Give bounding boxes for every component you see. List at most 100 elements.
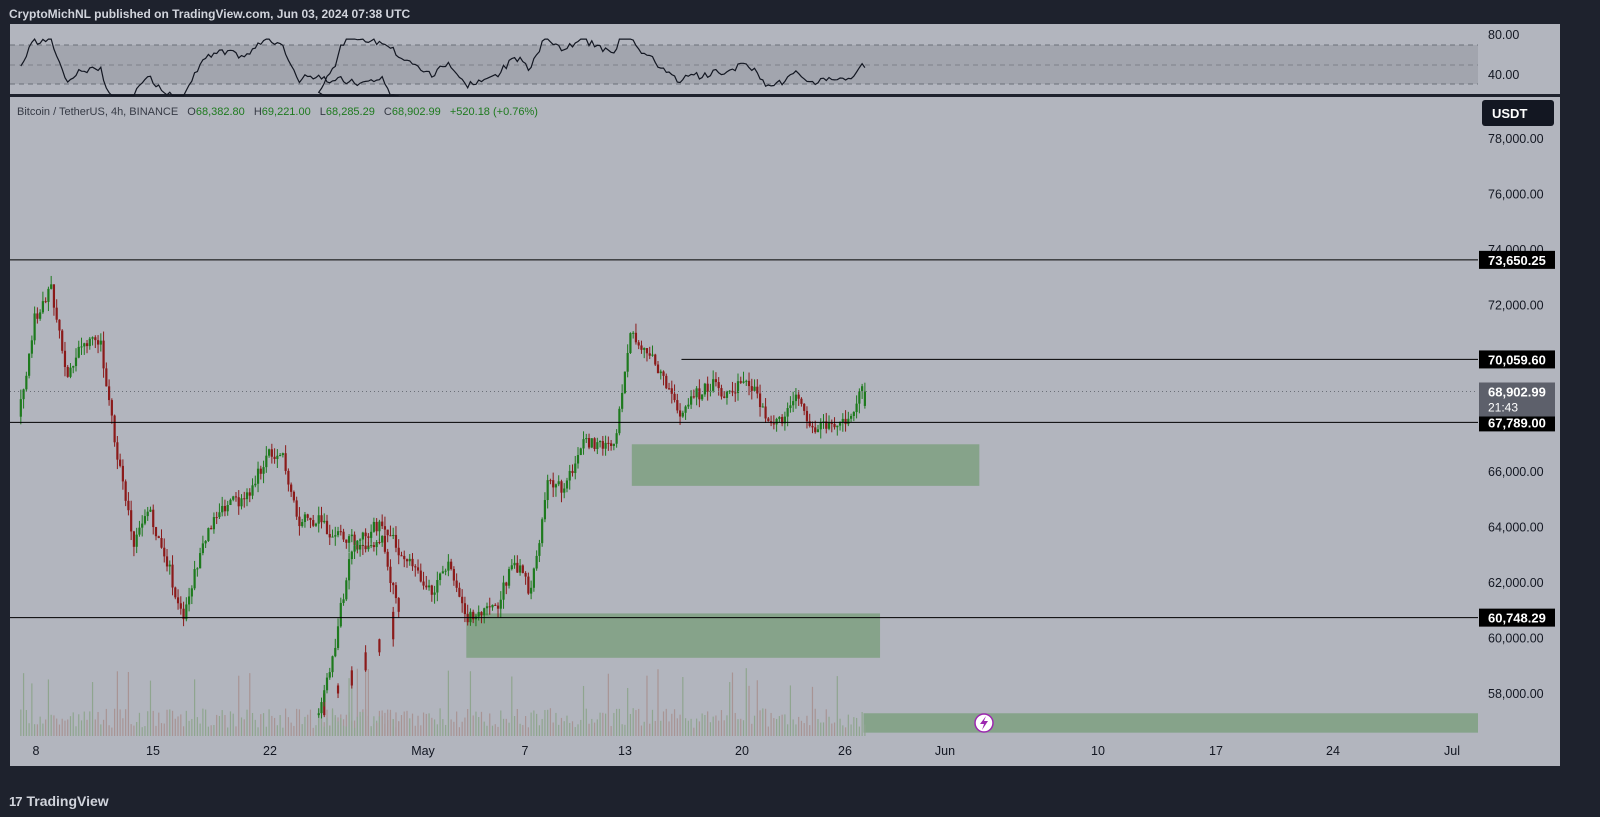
candle-body <box>85 343 89 347</box>
candle-body <box>800 398 803 404</box>
time-tick-label: 17 <box>1209 744 1223 758</box>
volume-bar <box>318 709 320 736</box>
current-price-label-bg <box>1479 382 1555 417</box>
volume-bar <box>792 719 794 736</box>
volume-bar <box>497 726 499 736</box>
volume-bar <box>196 717 198 736</box>
volume-bar <box>817 719 819 736</box>
volume-bar <box>856 717 858 736</box>
candle-body <box>438 573 442 581</box>
volume-bar <box>751 723 753 736</box>
time-tick-label: 22 <box>263 744 277 758</box>
volume-bar <box>141 727 143 736</box>
volume-bar <box>205 709 207 736</box>
candle-body <box>491 604 494 608</box>
volume-bar <box>114 708 116 736</box>
candle-body <box>353 534 356 545</box>
volume-bar <box>64 720 66 736</box>
volume-bar <box>467 709 469 736</box>
candle-body <box>665 375 668 389</box>
candle-body <box>557 481 560 485</box>
volume-bar <box>723 720 725 736</box>
candle-body <box>507 569 511 586</box>
volume-bar <box>373 716 375 736</box>
candle-body <box>160 538 163 548</box>
candle-body <box>221 505 224 513</box>
candle-body <box>381 521 384 527</box>
candle-body <box>632 332 635 334</box>
volume-bar <box>599 712 601 736</box>
candle-body <box>811 425 814 428</box>
candle-body <box>372 521 375 532</box>
volume-bar <box>571 721 574 736</box>
volume-bar <box>188 720 190 736</box>
candle-body <box>276 455 279 459</box>
candle-body <box>494 604 497 606</box>
volume-bar <box>185 710 187 736</box>
volume-bar <box>428 713 430 736</box>
candle-body <box>325 677 329 691</box>
volume-bar <box>202 708 204 736</box>
candle-body <box>728 390 731 392</box>
candle-body <box>325 520 329 534</box>
candle-body <box>102 340 105 369</box>
candle-body <box>317 713 320 716</box>
volume-bar <box>298 709 301 736</box>
bar-countdown: 21:43 <box>1488 401 1518 415</box>
candle-body <box>107 386 111 401</box>
candle-body <box>281 453 284 456</box>
time-tick-label: May <box>411 744 435 758</box>
candle-body <box>234 496 238 498</box>
candle-body <box>356 540 359 546</box>
candle-body <box>568 470 571 481</box>
currency-badge[interactable] <box>1482 100 1554 126</box>
volume-bar <box>389 709 392 736</box>
candle-body <box>317 515 320 524</box>
candle-body <box>77 346 80 358</box>
volume-bar <box>296 708 298 736</box>
volume-bar <box>387 709 389 736</box>
volume-bar <box>864 724 866 736</box>
rsi-axis-pane[interactable] <box>1478 24 1560 94</box>
candle-body <box>69 367 72 377</box>
candle-body <box>673 393 676 401</box>
volume-bar <box>425 713 427 736</box>
price-tick-label: 60,000.00 <box>1488 631 1544 645</box>
volume-bar <box>395 712 397 736</box>
volume-bar <box>447 670 449 736</box>
candle-body <box>135 534 138 547</box>
candle-body <box>306 514 309 518</box>
volume-bar <box>698 721 700 736</box>
candle-body <box>392 583 395 586</box>
candle-body <box>121 465 124 482</box>
candle-body <box>375 542 378 548</box>
lightning-icon[interactable] <box>974 713 994 733</box>
candle-body <box>678 410 682 417</box>
candle-body <box>353 545 356 552</box>
volume-bar <box>133 725 135 736</box>
currency-label[interactable]: USDT <box>1492 106 1527 121</box>
volume-bar <box>712 716 714 736</box>
time-axis[interactable]: 8 15 22 May 7 13 20 26 Jun 10 17 24 Jul <box>33 744 1460 758</box>
candle-body <box>546 480 549 501</box>
volume-bar <box>693 727 695 736</box>
candle-body <box>248 492 251 496</box>
volume-bar <box>715 715 717 736</box>
volume-bar <box>740 718 742 736</box>
volume-bar <box>729 682 731 736</box>
level-label-bg <box>1479 608 1555 627</box>
candle-body <box>814 427 817 433</box>
time-axis-pane[interactable] <box>10 738 1560 766</box>
volume-bar <box>844 727 847 736</box>
volume-bar <box>345 726 347 736</box>
price-axis[interactable]: 78,000.0076,000.0074,000.0072,000.0070,0… <box>1488 132 1544 701</box>
volume-bar <box>665 708 667 736</box>
tradingview-logo[interactable]: 17 TradingView <box>9 793 109 809</box>
candle-body <box>74 357 78 367</box>
volume-bar <box>411 713 414 736</box>
candle-body <box>516 562 519 573</box>
candle-body <box>331 536 334 538</box>
volume-bar <box>508 722 510 736</box>
volume-bar <box>282 727 284 736</box>
